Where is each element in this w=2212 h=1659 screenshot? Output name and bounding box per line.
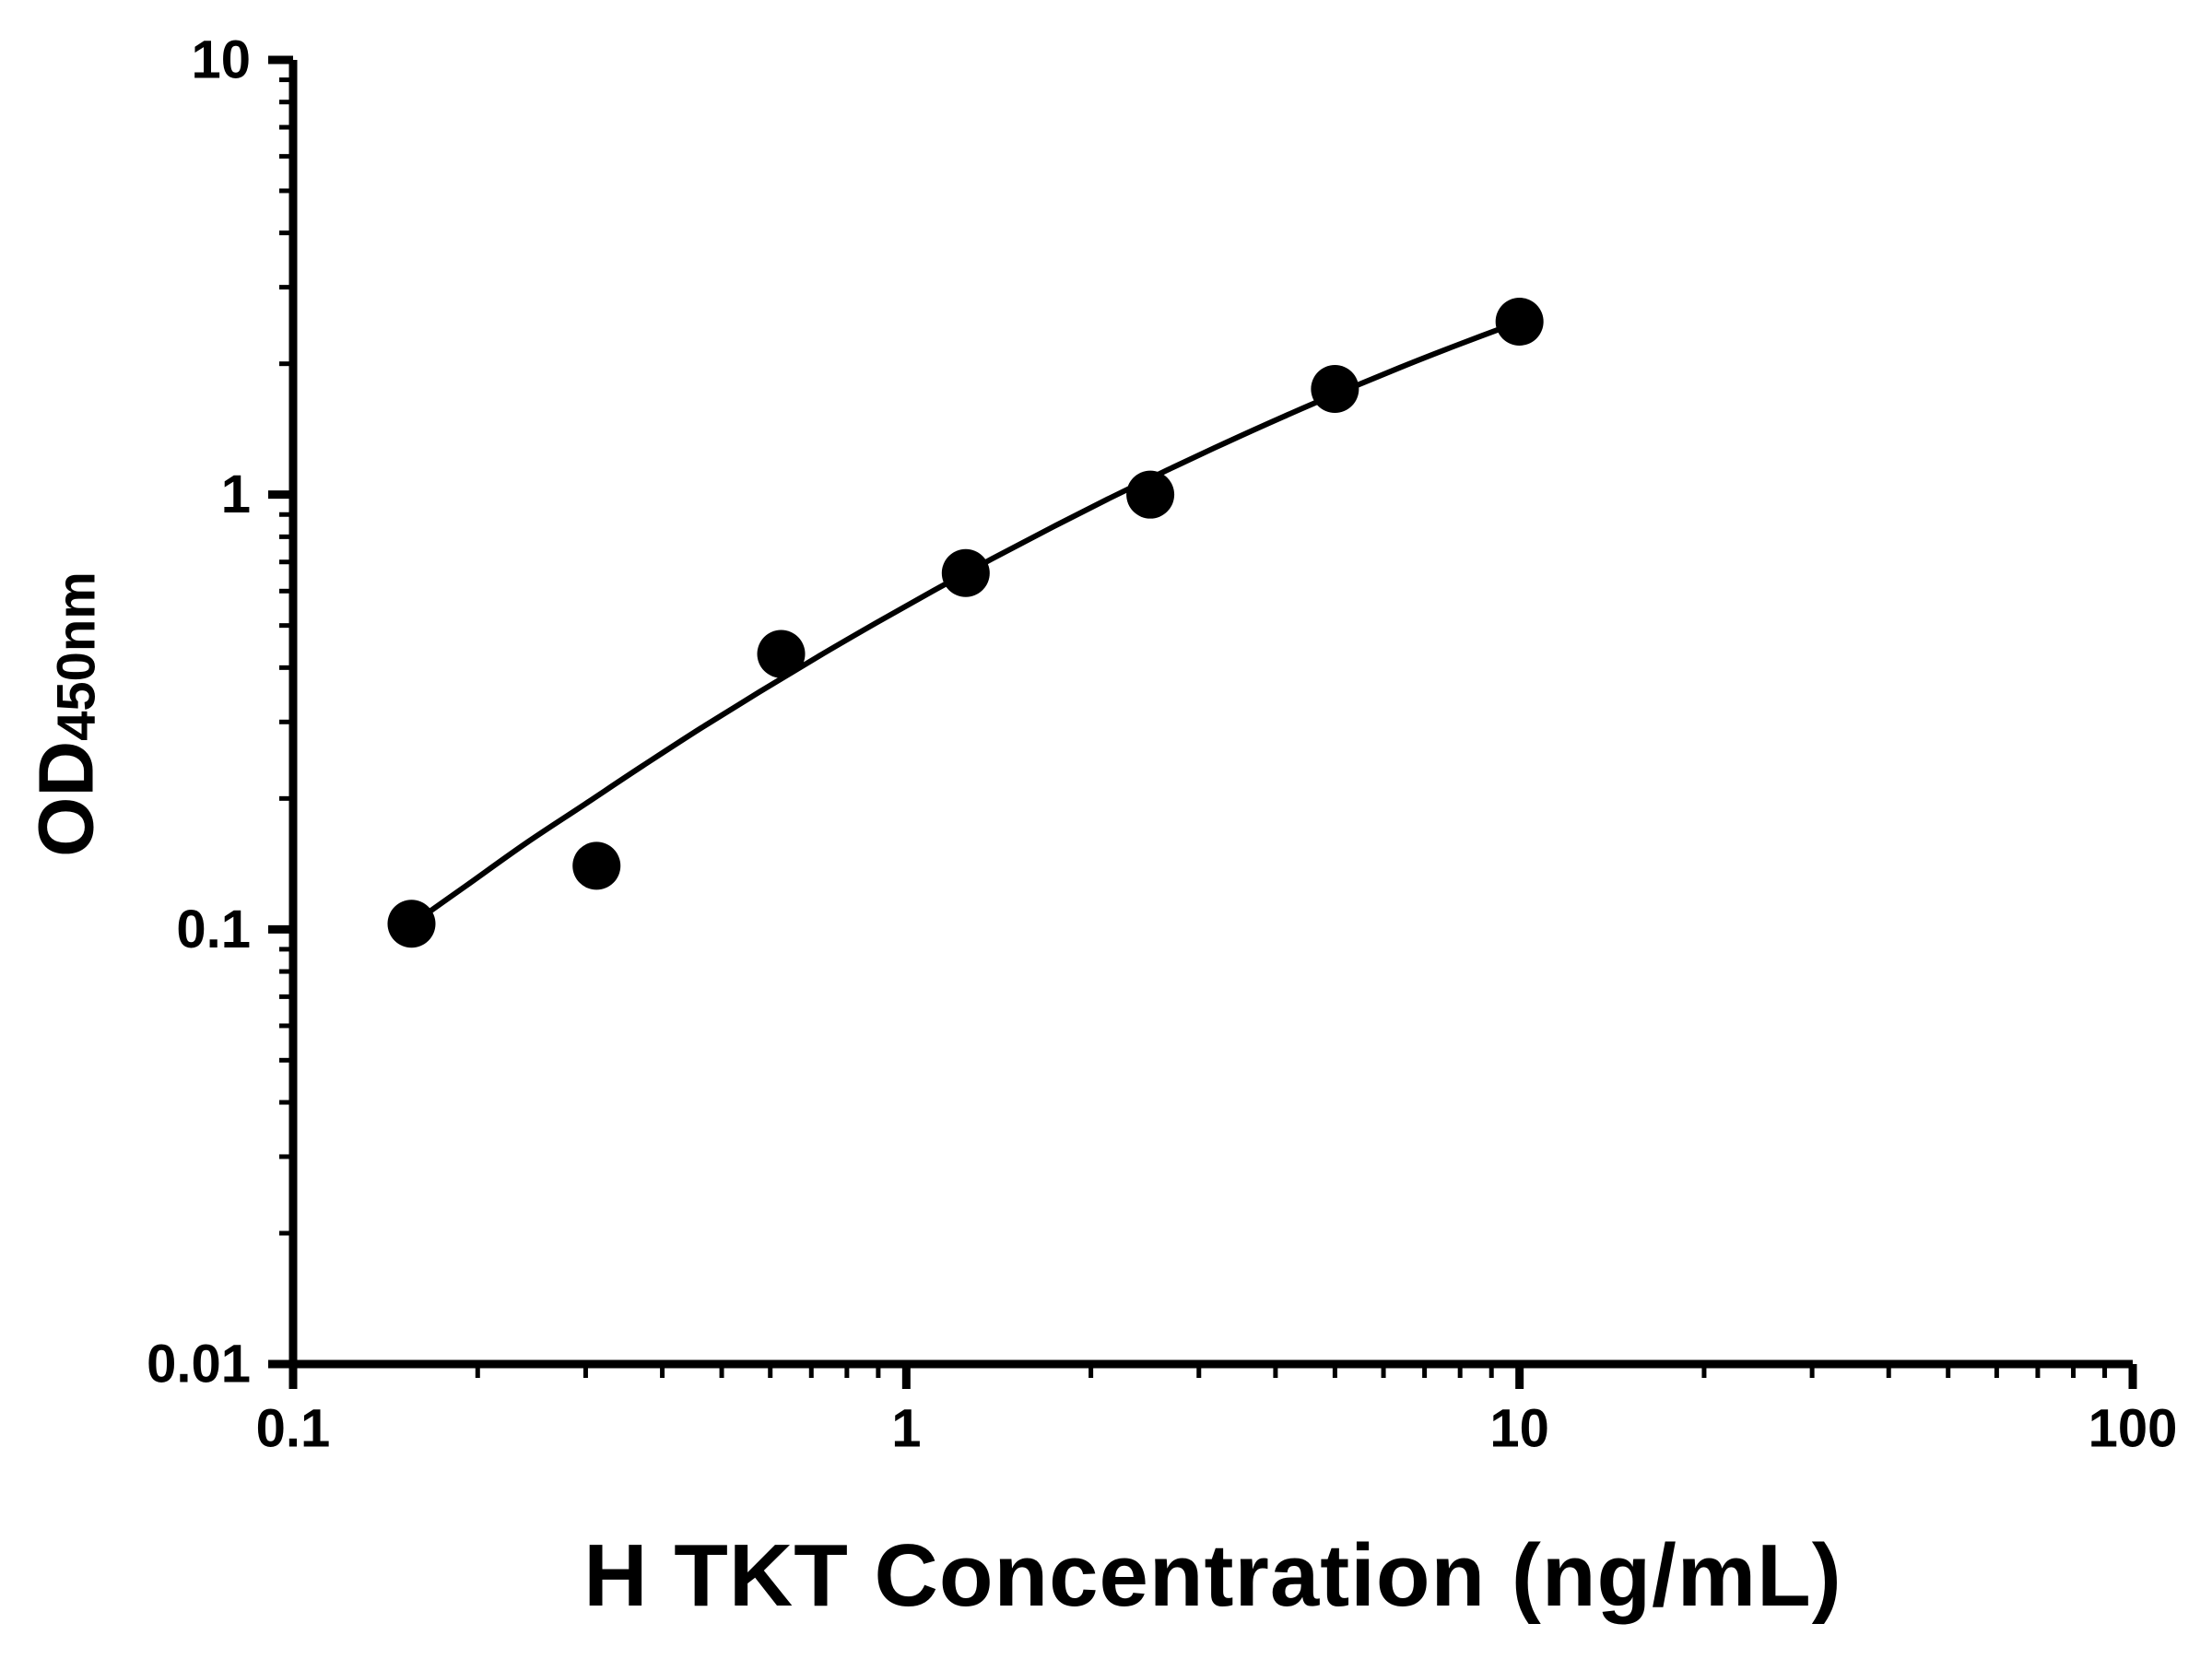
data-point bbox=[572, 841, 621, 890]
y-axis-tick-label: 0.1 bbox=[176, 900, 251, 959]
x-axis-tick-label: 1 bbox=[891, 1399, 921, 1459]
fit-curve bbox=[407, 319, 1521, 928]
y-axis-tick-label: 1 bbox=[221, 465, 251, 524]
y-axis-tick-label: 10 bbox=[191, 30, 251, 90]
y-axis-title-sub: 450nm bbox=[46, 571, 107, 741]
data-point bbox=[1126, 470, 1175, 519]
data-point bbox=[941, 548, 990, 597]
y-axis-title: OD450nm bbox=[22, 571, 112, 857]
data-point bbox=[387, 900, 436, 948]
x-axis-title: H TKT Concentration (ng/mL) bbox=[583, 1526, 1842, 1625]
data-point bbox=[1311, 365, 1359, 414]
data-point bbox=[1495, 297, 1544, 346]
x-axis-tick-label: 100 bbox=[2088, 1399, 2178, 1459]
data-point bbox=[757, 629, 806, 678]
y-axis-tick-label: 0.01 bbox=[147, 1335, 251, 1394]
x-axis-tick-label: 0.1 bbox=[256, 1399, 331, 1459]
y-axis-title-main: OD bbox=[22, 740, 110, 857]
x-axis-tick-label: 10 bbox=[1489, 1399, 1549, 1459]
